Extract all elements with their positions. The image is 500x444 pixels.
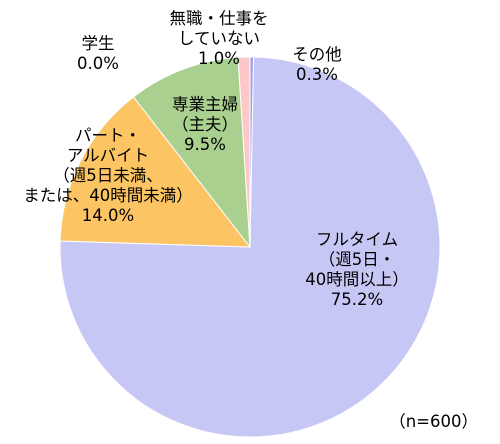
slice-unemployed	[237, 56, 251, 248]
slice-homemaker	[132, 56, 251, 249]
label-unemployed: 無職・仕事をしていない 1.0%	[170, 9, 269, 68]
slice-part-time	[59, 96, 252, 248]
label-student: 学生 0.0%	[77, 34, 119, 73]
label-homemaker: 専業主婦（主夫） 9.5%	[172, 95, 238, 154]
sample-size-note: （n=600）	[389, 412, 478, 431]
pie-slices	[59, 56, 441, 438]
label-other: その他 0.3%	[292, 45, 342, 84]
label-part-time: パート・アルバイト（週5日未満、または、40時間未満） 14.0%	[23, 126, 193, 225]
slice-labels: その他 0.3% フルタイム（週5日・ 40時間以上） 75.2% パート・アルバイト（週…	[23, 9, 409, 309]
label-full-time: フルタイム（週5日・ 40時間以上） 75.2%	[305, 230, 409, 309]
